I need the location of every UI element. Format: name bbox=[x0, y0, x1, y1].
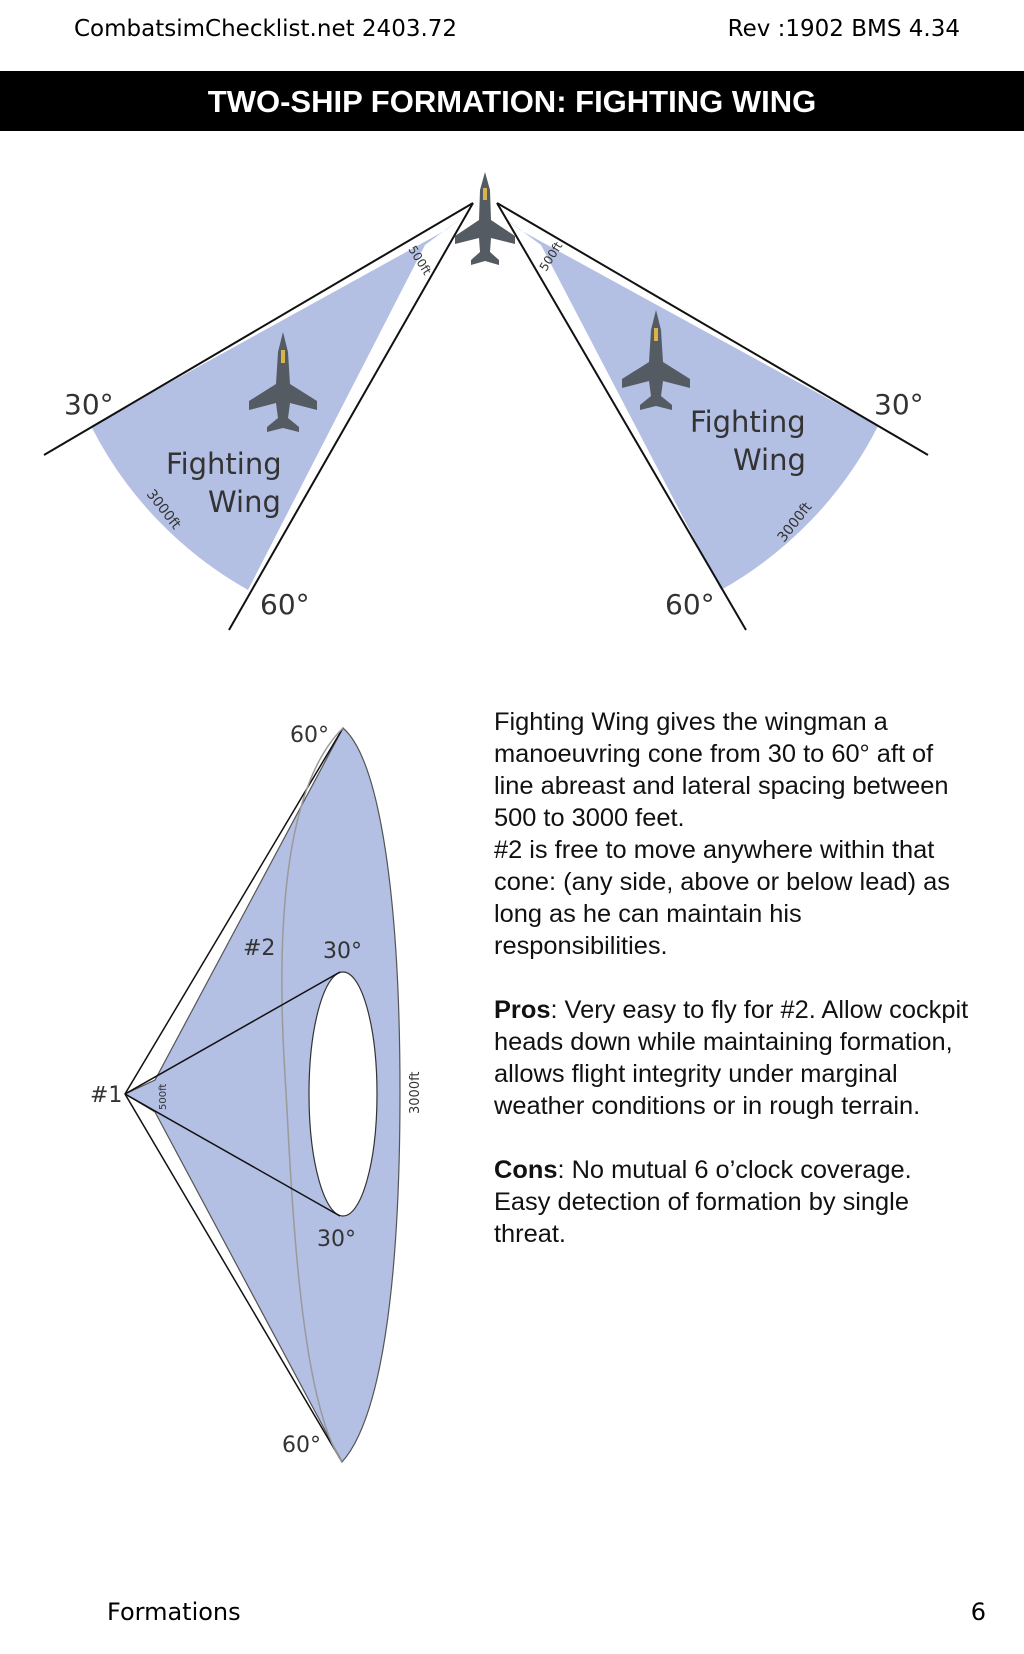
right-cone-label-line2: Wing bbox=[733, 443, 806, 477]
wingman-position-label: #2 bbox=[243, 936, 275, 961]
cons-label: Cons bbox=[494, 1156, 558, 1184]
right-60-degree-line bbox=[496, 202, 747, 631]
side-3000ft-label: 3000ft bbox=[408, 1071, 423, 1114]
left-30-degree-line bbox=[43, 202, 474, 456]
formation-description: Fighting Wing gives the wingman a manoeu… bbox=[494, 706, 974, 1282]
pros-text: : Very easy to fly for #2. Allow cockpit… bbox=[494, 996, 969, 1120]
side-500ft-label: 500ft bbox=[158, 1084, 169, 1110]
right-60-degree-label: 60° bbox=[665, 588, 715, 621]
footer-section: Formations bbox=[107, 1598, 241, 1626]
inner-upper-edge bbox=[124, 971, 341, 1095]
pros-paragraph: Pros: Very easy to fly for #2. Allow coc… bbox=[494, 994, 974, 1122]
left-60-degree-label: 60° bbox=[260, 588, 310, 621]
side-60-bottom-label: 60° bbox=[282, 1433, 321, 1458]
cons-paragraph: Cons: No mutual 6 o’clock coverage. Easy… bbox=[494, 1154, 974, 1250]
right-wingman-aircraft-icon bbox=[622, 310, 690, 410]
left-60-degree-line bbox=[228, 202, 474, 631]
left-30-degree-label: 30° bbox=[64, 388, 114, 421]
side-30-top-label: 30° bbox=[323, 939, 362, 964]
lead-aircraft-icon bbox=[455, 172, 515, 265]
description-intro: Fighting Wing gives the wingman a manoeu… bbox=[494, 708, 949, 832]
header-document-id: CombatsimChecklist.net 2403.72 bbox=[74, 16, 458, 42]
side-30-bottom-label: 30° bbox=[317, 1227, 356, 1252]
pros-label: Pros bbox=[494, 996, 551, 1024]
cone-lower-edge bbox=[124, 1093, 343, 1463]
right-30-degree-line bbox=[496, 202, 929, 456]
page-title: TWO-SHIP FORMATION: FIGHTING WING bbox=[207, 84, 817, 119]
left-wingman-aircraft-icon bbox=[249, 332, 317, 432]
right-fighting-wing-cone bbox=[503, 217, 878, 590]
lead-position-label: #1 bbox=[90, 1083, 122, 1108]
cone-3000ft-arc bbox=[281, 727, 344, 1463]
description-freedom: #2 is free to move anywhere within that … bbox=[494, 836, 950, 960]
title-bar: TWO-SHIP FORMATION: FIGHTING WING bbox=[0, 71, 1024, 131]
inner-lower-edge bbox=[124, 1093, 341, 1217]
right-30-degree-label: 30° bbox=[874, 388, 924, 421]
left-cone-label-line2: Wing bbox=[208, 485, 281, 519]
side-60-top-label: 60° bbox=[290, 723, 329, 748]
side-view-cone bbox=[123, 727, 401, 1464]
header-revision: Rev :1902 BMS 4.34 bbox=[727, 16, 960, 42]
footer-page-number: 6 bbox=[970, 1598, 986, 1626]
cons-text: : No mutual 6 o’clock coverage. Easy det… bbox=[494, 1156, 912, 1248]
inner-30-degree-hole bbox=[308, 971, 378, 1217]
left-cone-label-line1: Fighting bbox=[166, 447, 282, 481]
right-cone-label-line1: Fighting bbox=[690, 405, 806, 439]
